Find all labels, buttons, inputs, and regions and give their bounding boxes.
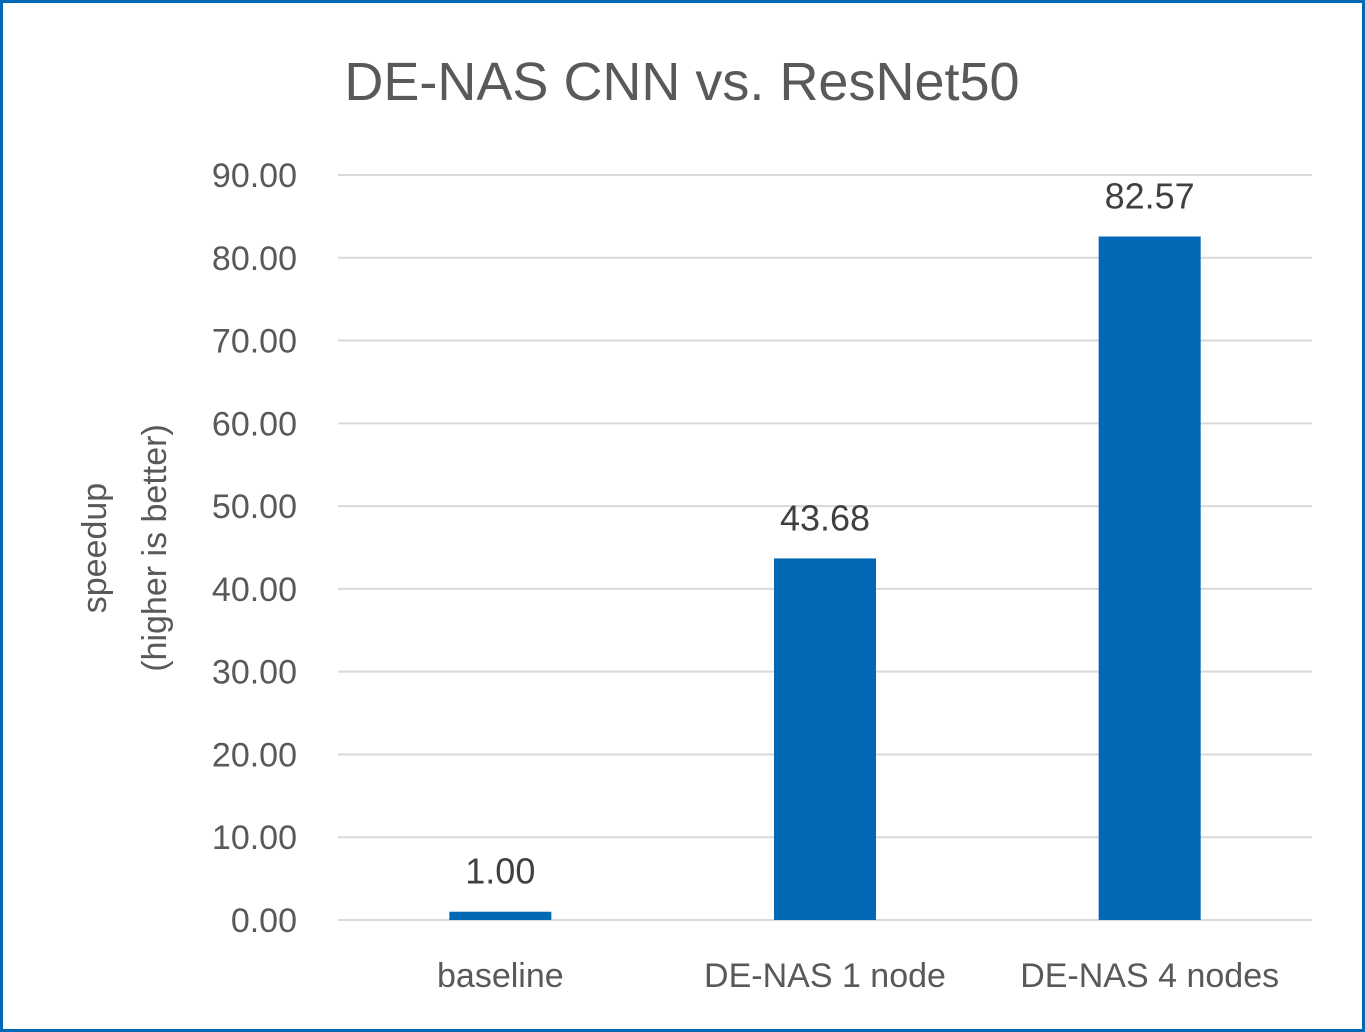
y-tick-label: 90.00 <box>212 157 297 195</box>
chart-title: DE-NAS CNN vs. ResNet50 <box>344 52 1019 112</box>
y-tick-label: 60.00 <box>212 405 297 443</box>
y-tick-label: 80.00 <box>212 240 297 278</box>
x-tick-label: DE-NAS 1 node <box>704 957 946 995</box>
data-labels: 1.00 43.68 82.57 <box>465 176 1194 892</box>
y-axis-label: speedup (higher is better) <box>76 424 174 672</box>
bar-de-nas-1-node <box>774 558 876 920</box>
y-axis-label-line-2: (higher is better) <box>136 424 174 672</box>
y-tick-label: 30.00 <box>212 654 297 692</box>
y-tick-label: 40.00 <box>212 571 297 609</box>
data-label: 43.68 <box>780 497 870 538</box>
bars <box>449 236 1201 920</box>
x-tick-label: baseline <box>437 957 564 995</box>
x-tick-labels: baseline DE-NAS 1 node DE-NAS 4 nodes <box>437 957 1279 995</box>
y-tick-label: 70.00 <box>212 323 297 361</box>
bar-baseline <box>449 911 552 920</box>
y-tick-label: 0.00 <box>231 902 297 940</box>
data-label: 1.00 <box>465 851 535 892</box>
y-axis-label-line-1: speedup <box>76 483 114 613</box>
y-tick-label: 20.00 <box>212 736 297 774</box>
x-tick-label: DE-NAS 4 nodes <box>1020 957 1279 995</box>
y-tick-label: 10.00 <box>212 819 297 857</box>
y-tick-label: 50.00 <box>212 488 297 526</box>
bar-de-nas-4-nodes <box>1098 236 1201 920</box>
data-label: 82.57 <box>1105 176 1195 217</box>
y-tick-labels: 0.00 10.00 20.00 30.00 40.00 50.00 60.00 70.00 8… <box>212 157 297 940</box>
